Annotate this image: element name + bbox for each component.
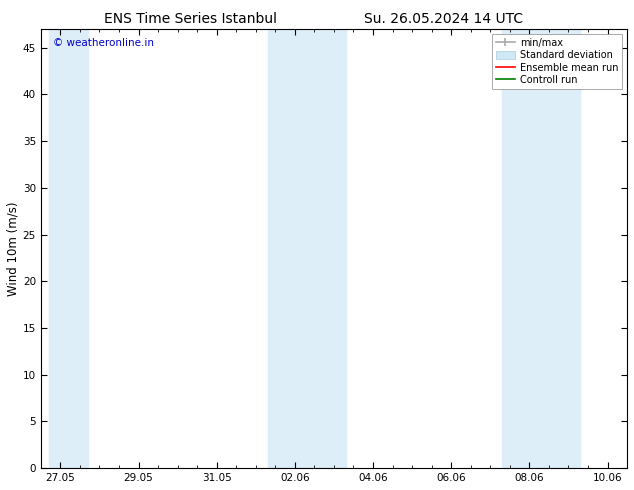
Legend: min/max, Standard deviation, Ensemble mean run, Controll run: min/max, Standard deviation, Ensemble me…	[491, 34, 622, 89]
Text: © weatheronline.in: © weatheronline.in	[53, 38, 153, 48]
Bar	[502, 29, 580, 468]
Text: ENS Time Series Istanbul: ENS Time Series Istanbul	[104, 12, 276, 26]
Y-axis label: Wind 10m (m/s): Wind 10m (m/s)	[7, 201, 20, 296]
Bar	[268, 29, 346, 468]
Text: Su. 26.05.2024 14 UTC: Su. 26.05.2024 14 UTC	[365, 12, 523, 26]
Bar	[49, 29, 87, 468]
